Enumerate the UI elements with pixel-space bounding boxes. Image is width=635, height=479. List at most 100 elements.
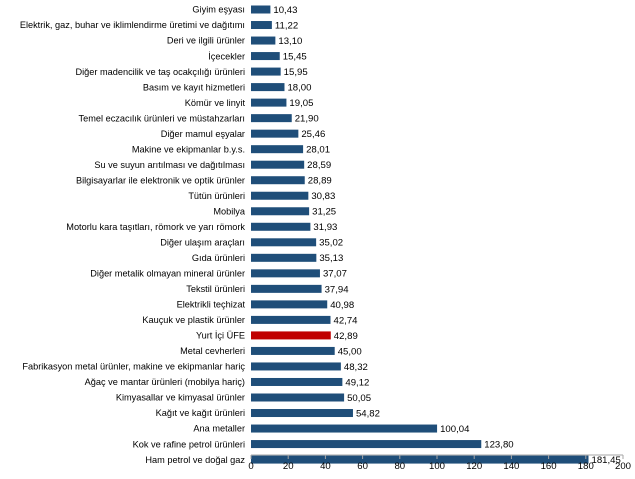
category-label: Diğer ulaşım araçları [160, 238, 245, 248]
bar [251, 300, 328, 309]
bar [251, 440, 482, 449]
value-label: 100,04 [440, 424, 470, 435]
category-label: Su ve suyun arıtılması ve dağıtılması [94, 160, 245, 170]
category-label: Kağıt ve kağıt ürünleri [156, 408, 245, 418]
category-label: Mobilya [213, 206, 246, 216]
bar [251, 377, 343, 386]
x-tick-label: 120 [466, 461, 482, 472]
value-label: 15,95 [284, 67, 308, 78]
bar [251, 362, 341, 371]
category-label: Elektrik, gaz, buhar ve iklimlendirme ür… [20, 20, 245, 30]
bar [251, 346, 335, 355]
value-label: 11,22 [275, 20, 298, 31]
x-tick-label: 20 [283, 461, 294, 472]
value-label: 54,82 [356, 408, 380, 419]
bar [251, 207, 310, 216]
category-label: Kömür ve linyit [185, 98, 246, 108]
category-label: Deri ve ilgili ürünler [167, 36, 245, 46]
bar [251, 455, 589, 464]
value-label: 49,12 [345, 377, 369, 388]
value-label: 35,02 [319, 238, 343, 249]
bar [251, 67, 281, 76]
x-tick-label: 60 [357, 461, 368, 472]
x-tick-label: 200 [615, 461, 631, 472]
category-label: Temel eczacılık ürünleri ve müstahzarlar… [79, 113, 245, 123]
value-label: 18,00 [287, 83, 311, 94]
category-label: Diğer madencilik ve taş ocakçılığı ürünl… [75, 67, 245, 77]
category-label: Motorlu kara taşıtları, römork ve yarı r… [66, 222, 245, 232]
value-label: 31,93 [313, 222, 337, 233]
category-label: Makine ve ekipmanlar b.y.s. [132, 144, 245, 154]
value-label: 50,05 [347, 393, 371, 404]
x-tick-label: 180 [578, 461, 594, 472]
category-label: İçecekler [208, 51, 245, 61]
value-label: 48,32 [344, 362, 368, 373]
category-label: Gıda ürünleri [192, 253, 245, 263]
value-label: 123,80 [484, 439, 513, 450]
value-label: 37,94 [325, 284, 350, 295]
x-tick-label: 100 [429, 461, 445, 472]
value-label: 28,01 [306, 145, 330, 156]
bar [251, 315, 331, 324]
bar [251, 393, 345, 402]
category-label: Metal cevherleri [180, 346, 245, 356]
value-label: 42,74 [333, 315, 358, 326]
bar [251, 52, 280, 61]
value-label: 28,59 [307, 160, 331, 171]
category-label: Kok ve rafine petrol ürünleri [133, 439, 245, 449]
bar [251, 222, 311, 231]
bar [251, 191, 309, 200]
category-label: Fabrikasyon metal ürünler, makine ve eki… [22, 362, 245, 372]
bar [251, 269, 320, 278]
value-label: 13,10 [278, 36, 302, 47]
value-label: 19,05 [289, 98, 313, 109]
category-label: Tütün ürünleri [188, 191, 245, 201]
x-tick-label: 0 [248, 461, 253, 472]
category-label: Ham petrol ve doğal gaz [145, 455, 245, 465]
value-label: 35,13 [319, 253, 343, 264]
value-label: 42,89 [334, 331, 358, 342]
bar [251, 21, 272, 30]
value-label: 181,45 [591, 455, 620, 466]
x-tick-label: 80 [394, 461, 405, 472]
value-label: 31,25 [312, 207, 336, 218]
bar [251, 145, 304, 154]
category-label: Tekstil ürünleri [186, 284, 245, 294]
bar [251, 238, 317, 247]
value-label: 40,98 [330, 300, 354, 311]
value-label: 25,46 [301, 129, 325, 140]
bar [251, 36, 276, 45]
x-tick-label: 40 [320, 461, 331, 472]
bar [251, 83, 285, 92]
value-label: 45,00 [338, 346, 362, 357]
category-label: Elektrikli teçhizat [177, 300, 246, 310]
bar-highlight [251, 331, 331, 340]
category-label: Ağaç ve mantar ürünleri (mobilya hariç) [85, 377, 245, 387]
bar [251, 253, 317, 262]
bar [251, 424, 438, 433]
bar [251, 98, 287, 107]
category-label: Bilgisayarlar ile elektronik ve optik ür… [76, 175, 245, 185]
bar [251, 160, 305, 169]
category-label: Basım ve kayıt hizmetleri [143, 82, 245, 92]
category-label: Diğer mamul eşyalar [161, 129, 245, 139]
bars-layer: Giyim eşyası 10,43 Elektrik, gaz, buhar ve… [20, 5, 621, 466]
value-label: 21,90 [295, 114, 319, 125]
bar [251, 5, 271, 14]
x-axis: 0 20 40 60 80 100 120 140 160 180 200 [248, 454, 631, 472]
category-label: Yurt İçi ÜFE [196, 331, 245, 341]
category-label: Ana metaller [193, 424, 245, 434]
bar [251, 176, 305, 185]
category-label: Kauçuk ve plastik ürünler [142, 315, 245, 325]
value-label: 28,89 [308, 176, 332, 187]
bar [251, 284, 322, 293]
value-label: 30,83 [311, 191, 335, 202]
x-tick-label: 140 [503, 461, 519, 472]
value-label: 10,43 [273, 5, 297, 16]
bar [251, 114, 292, 123]
category-label: Diğer metalik olmayan mineral ürünler [90, 269, 245, 279]
value-label: 15,45 [283, 51, 307, 62]
value-label: 37,07 [323, 269, 347, 280]
